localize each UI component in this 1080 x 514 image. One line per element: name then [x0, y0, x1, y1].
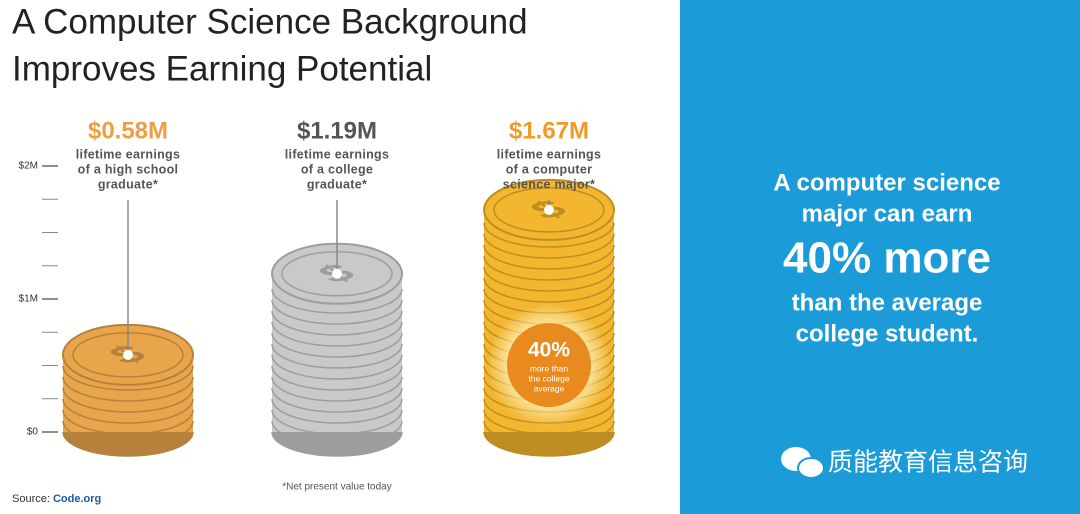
source-name: Code.org: [53, 493, 101, 505]
coin-edge: [271, 376, 403, 402]
y-tick-label: $2M: [19, 161, 38, 172]
coin-edge: [271, 409, 403, 435]
coin-edge: [62, 398, 194, 424]
category-label: science major*: [503, 177, 595, 191]
coin-edge: [483, 431, 615, 457]
category-label: graduate*: [98, 177, 158, 191]
panel-highlight: 40% more: [783, 234, 991, 283]
panel-text: college student.: [796, 320, 979, 347]
category-label: lifetime earnings: [76, 147, 180, 161]
category-label: of a college: [301, 162, 373, 176]
leader-dot: [332, 268, 342, 279]
coin-edge: [483, 277, 615, 303]
coin-edge: [483, 244, 615, 270]
value-label: $1.19M: [297, 117, 377, 144]
side-panel: [680, 0, 1080, 514]
coin-edge: [271, 387, 403, 413]
coin-edge: [271, 343, 403, 369]
source: Source: Code.org: [12, 493, 101, 505]
footnote: *Net present value today: [282, 482, 392, 493]
coin-edge: [483, 409, 615, 435]
coin-edge: [483, 233, 615, 259]
coin-edge: [483, 266, 615, 292]
panel-text: major can earn: [802, 200, 973, 227]
coin-edge: [483, 255, 615, 281]
value-label: $1.67M: [509, 117, 589, 144]
panel-text: than the average: [792, 289, 983, 316]
coin-stack: $: [271, 242, 403, 457]
coin-edge: [271, 288, 403, 314]
badge-text: the college: [528, 373, 569, 383]
coin-edge: [271, 365, 403, 391]
coin-edge: [483, 222, 615, 248]
coin-edge: [62, 376, 194, 402]
category-label: of a high school: [78, 162, 179, 176]
coin-top-inner: [493, 187, 605, 233]
coin-edge: [271, 354, 403, 380]
panel-text: A computer science: [773, 169, 1000, 196]
category-label: graduate*: [307, 177, 367, 191]
title-line: A Computer Science Background: [12, 2, 528, 41]
coin-edge: [62, 420, 194, 446]
wechat-icon: [781, 447, 825, 479]
category-label: of a computer: [506, 162, 593, 176]
badge: [507, 323, 591, 407]
coin-edge: [271, 420, 403, 446]
coin-edge: [62, 409, 194, 435]
title-line: Improves Earning Potential: [12, 49, 432, 88]
watermark: 质能教育信息咨询: [828, 449, 1028, 477]
leader-dot: [544, 204, 554, 215]
coin-edge: [271, 398, 403, 424]
badge-value: 40%: [528, 339, 570, 362]
coin-edge: [271, 310, 403, 336]
source-label: Source:: [12, 493, 50, 505]
coin-edge: [271, 332, 403, 358]
coin-edge: [271, 321, 403, 347]
category-label: lifetime earnings: [285, 147, 389, 161]
badge-text: more than: [530, 363, 569, 373]
value-label: $0.58M: [88, 117, 168, 144]
badge-text: average: [534, 383, 565, 393]
y-tick-label: $0: [27, 427, 39, 438]
coin-edge: [271, 299, 403, 325]
coin-edge: [62, 387, 194, 413]
coin-edge: [271, 431, 403, 457]
y-tick-label: $1M: [19, 294, 38, 305]
coin-edge: [483, 420, 615, 446]
coin-edge: [62, 365, 194, 391]
coin-edge: [62, 431, 194, 457]
leader-dot: [123, 349, 133, 360]
category-label: lifetime earnings: [497, 147, 601, 161]
